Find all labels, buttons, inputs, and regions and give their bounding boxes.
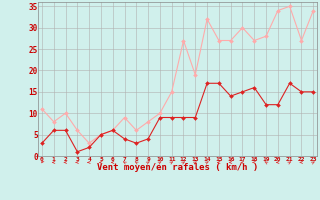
X-axis label: Vent moyen/en rafales ( km/h ): Vent moyen/en rafales ( km/h ) [97,163,258,172]
